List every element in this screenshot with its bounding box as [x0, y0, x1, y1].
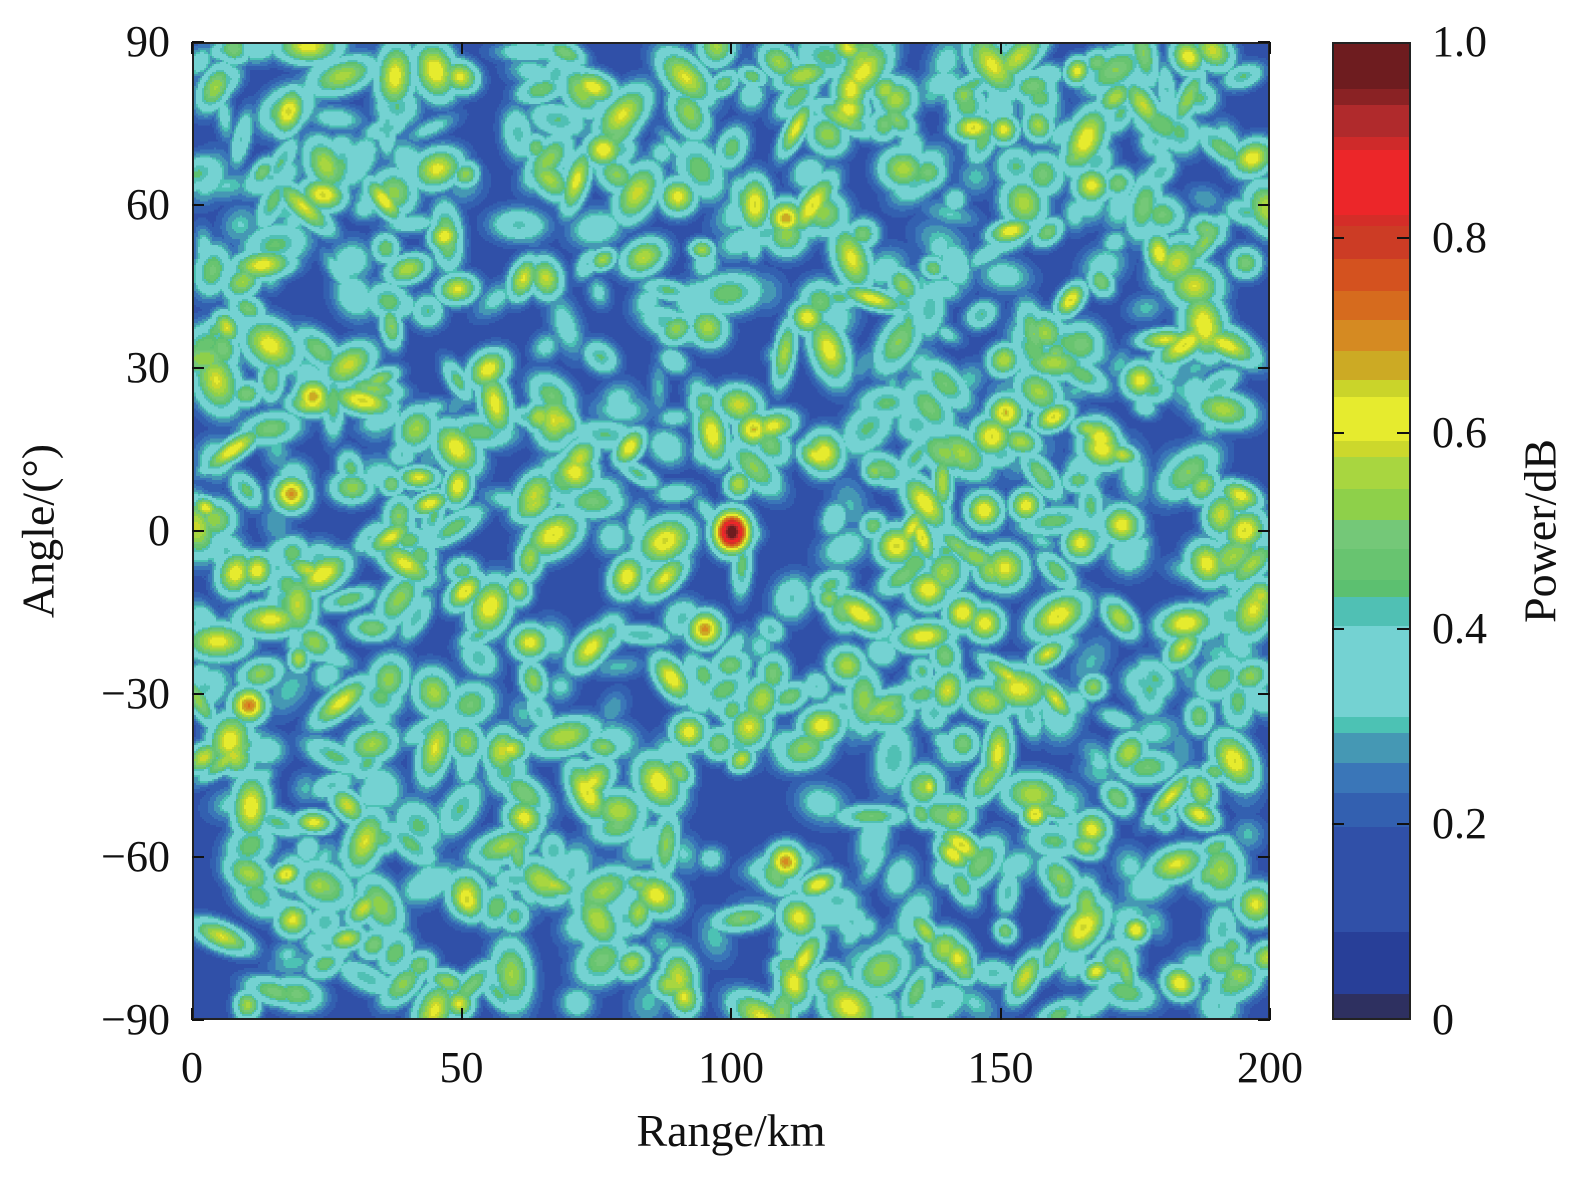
- y-tick-mark: [192, 693, 204, 695]
- colorbar-band: [1334, 456, 1409, 490]
- y-tick-mark-right: [1258, 204, 1270, 206]
- colorbar-band: [1334, 440, 1409, 458]
- colorbar-band: [1334, 136, 1409, 151]
- colorbar-band: [1334, 396, 1409, 441]
- x-tick-mark: [1269, 1008, 1271, 1020]
- y-tick-mark: [192, 1019, 204, 1021]
- colorbar-tick-mark: [1332, 236, 1344, 239]
- colorbar-band: [1334, 104, 1409, 138]
- x-tick-mark-top: [999, 42, 1002, 54]
- colorbar-band: [1334, 519, 1409, 550]
- colorbar-tick-mark-right: [1397, 823, 1409, 826]
- y-tick-mark-right: [1258, 856, 1270, 858]
- x-tick-mark: [730, 1008, 732, 1020]
- colorbar-band: [1334, 379, 1409, 397]
- colorbar-band: [1334, 548, 1409, 581]
- colorbar-band: [1334, 290, 1409, 321]
- y-tick-mark: [192, 204, 204, 206]
- y-tick-mark-right: [1258, 1019, 1270, 1021]
- colorbar-band: [1334, 488, 1409, 520]
- colorbar-band: [1334, 579, 1409, 598]
- colorbar-band: [1334, 44, 1409, 90]
- y-tick-mark: [192, 367, 204, 369]
- colorbar-band: [1334, 625, 1409, 718]
- x-tick-mark-top: [730, 42, 732, 54]
- y-tick-mark: [192, 41, 204, 43]
- colorbar-band: [1334, 350, 1409, 380]
- colorbar-band: [1334, 319, 1409, 351]
- x-tick-label: 0: [181, 1043, 203, 1092]
- y-tick-mark-right: [1258, 41, 1270, 43]
- x-tick-mark-top: [191, 42, 193, 54]
- colorbar-band: [1334, 716, 1409, 733]
- colorbar-band: [1334, 88, 1409, 106]
- colorbar-band: [1334, 225, 1409, 259]
- colorbar-band: [1334, 826, 1409, 932]
- y-axis-label: Angle/(°): [12, 443, 64, 619]
- colorbar-tick-mark: [1332, 627, 1344, 630]
- colorbar-band: [1334, 732, 1409, 764]
- colorbar-band: [1334, 214, 1409, 227]
- x-tick-label: 150: [967, 1043, 1034, 1092]
- x-tick-mark: [191, 1008, 193, 1020]
- colorbar-label: Power/dB: [1514, 439, 1566, 623]
- colorbar-tick-label: 1.0: [1432, 17, 1487, 66]
- x-tick-mark: [460, 1008, 463, 1020]
- colorbar-tick-label: 0.4: [1432, 603, 1487, 653]
- heatmap-canvas: [194, 44, 1268, 1018]
- x-tick-mark: [999, 1008, 1002, 1020]
- y-tick-label: −60: [101, 832, 170, 881]
- colorbar-tick-mark-right: [1397, 627, 1409, 630]
- y-tick-label: −30: [101, 669, 170, 718]
- colorbar-tick-mark: [1332, 823, 1344, 826]
- colorbar-band: [1334, 792, 1409, 827]
- colorbar-tick-label: 0: [1432, 995, 1454, 1044]
- y-tick-label: 60: [126, 180, 170, 229]
- colorbar-tick-mark: [1332, 432, 1344, 435]
- y-tick-label: 90: [126, 17, 170, 66]
- x-tick-mark-top: [460, 42, 463, 54]
- y-tick-label: 0: [148, 506, 170, 555]
- colorbar-tick-label: 0.6: [1432, 408, 1487, 458]
- x-tick-label: 50: [439, 1043, 484, 1092]
- colorbar-tick-label: 0.2: [1432, 799, 1487, 849]
- colorbar-band: [1334, 993, 1409, 1018]
- y-tick-mark-right: [1258, 693, 1270, 695]
- colorbar-band: [1334, 596, 1409, 627]
- colorbar-band: [1334, 149, 1409, 215]
- heatmap-plot-area: [192, 42, 1270, 1020]
- colorbar-tick-mark-right: [1397, 236, 1409, 239]
- x-axis-label: Range/km: [636, 1105, 826, 1156]
- colorbar-band: [1334, 931, 1409, 995]
- y-tick-label: 30: [126, 343, 170, 392]
- colorbar-tick-label: 0.8: [1432, 212, 1487, 262]
- colorbar-tick-mark-right: [1397, 432, 1409, 435]
- y-tick-mark: [192, 530, 204, 532]
- x-tick-mark-top: [1269, 42, 1271, 54]
- y-tick-label: −90: [101, 995, 170, 1044]
- y-tick-mark-right: [1258, 530, 1270, 532]
- colorbar-band: [1334, 258, 1409, 291]
- colorbar: [1332, 42, 1411, 1020]
- y-tick-mark-right: [1258, 367, 1270, 369]
- colorbar-band: [1334, 762, 1409, 793]
- x-tick-label: 100: [698, 1043, 764, 1092]
- x-tick-label: 200: [1237, 1043, 1303, 1092]
- y-tick-mark: [192, 856, 204, 858]
